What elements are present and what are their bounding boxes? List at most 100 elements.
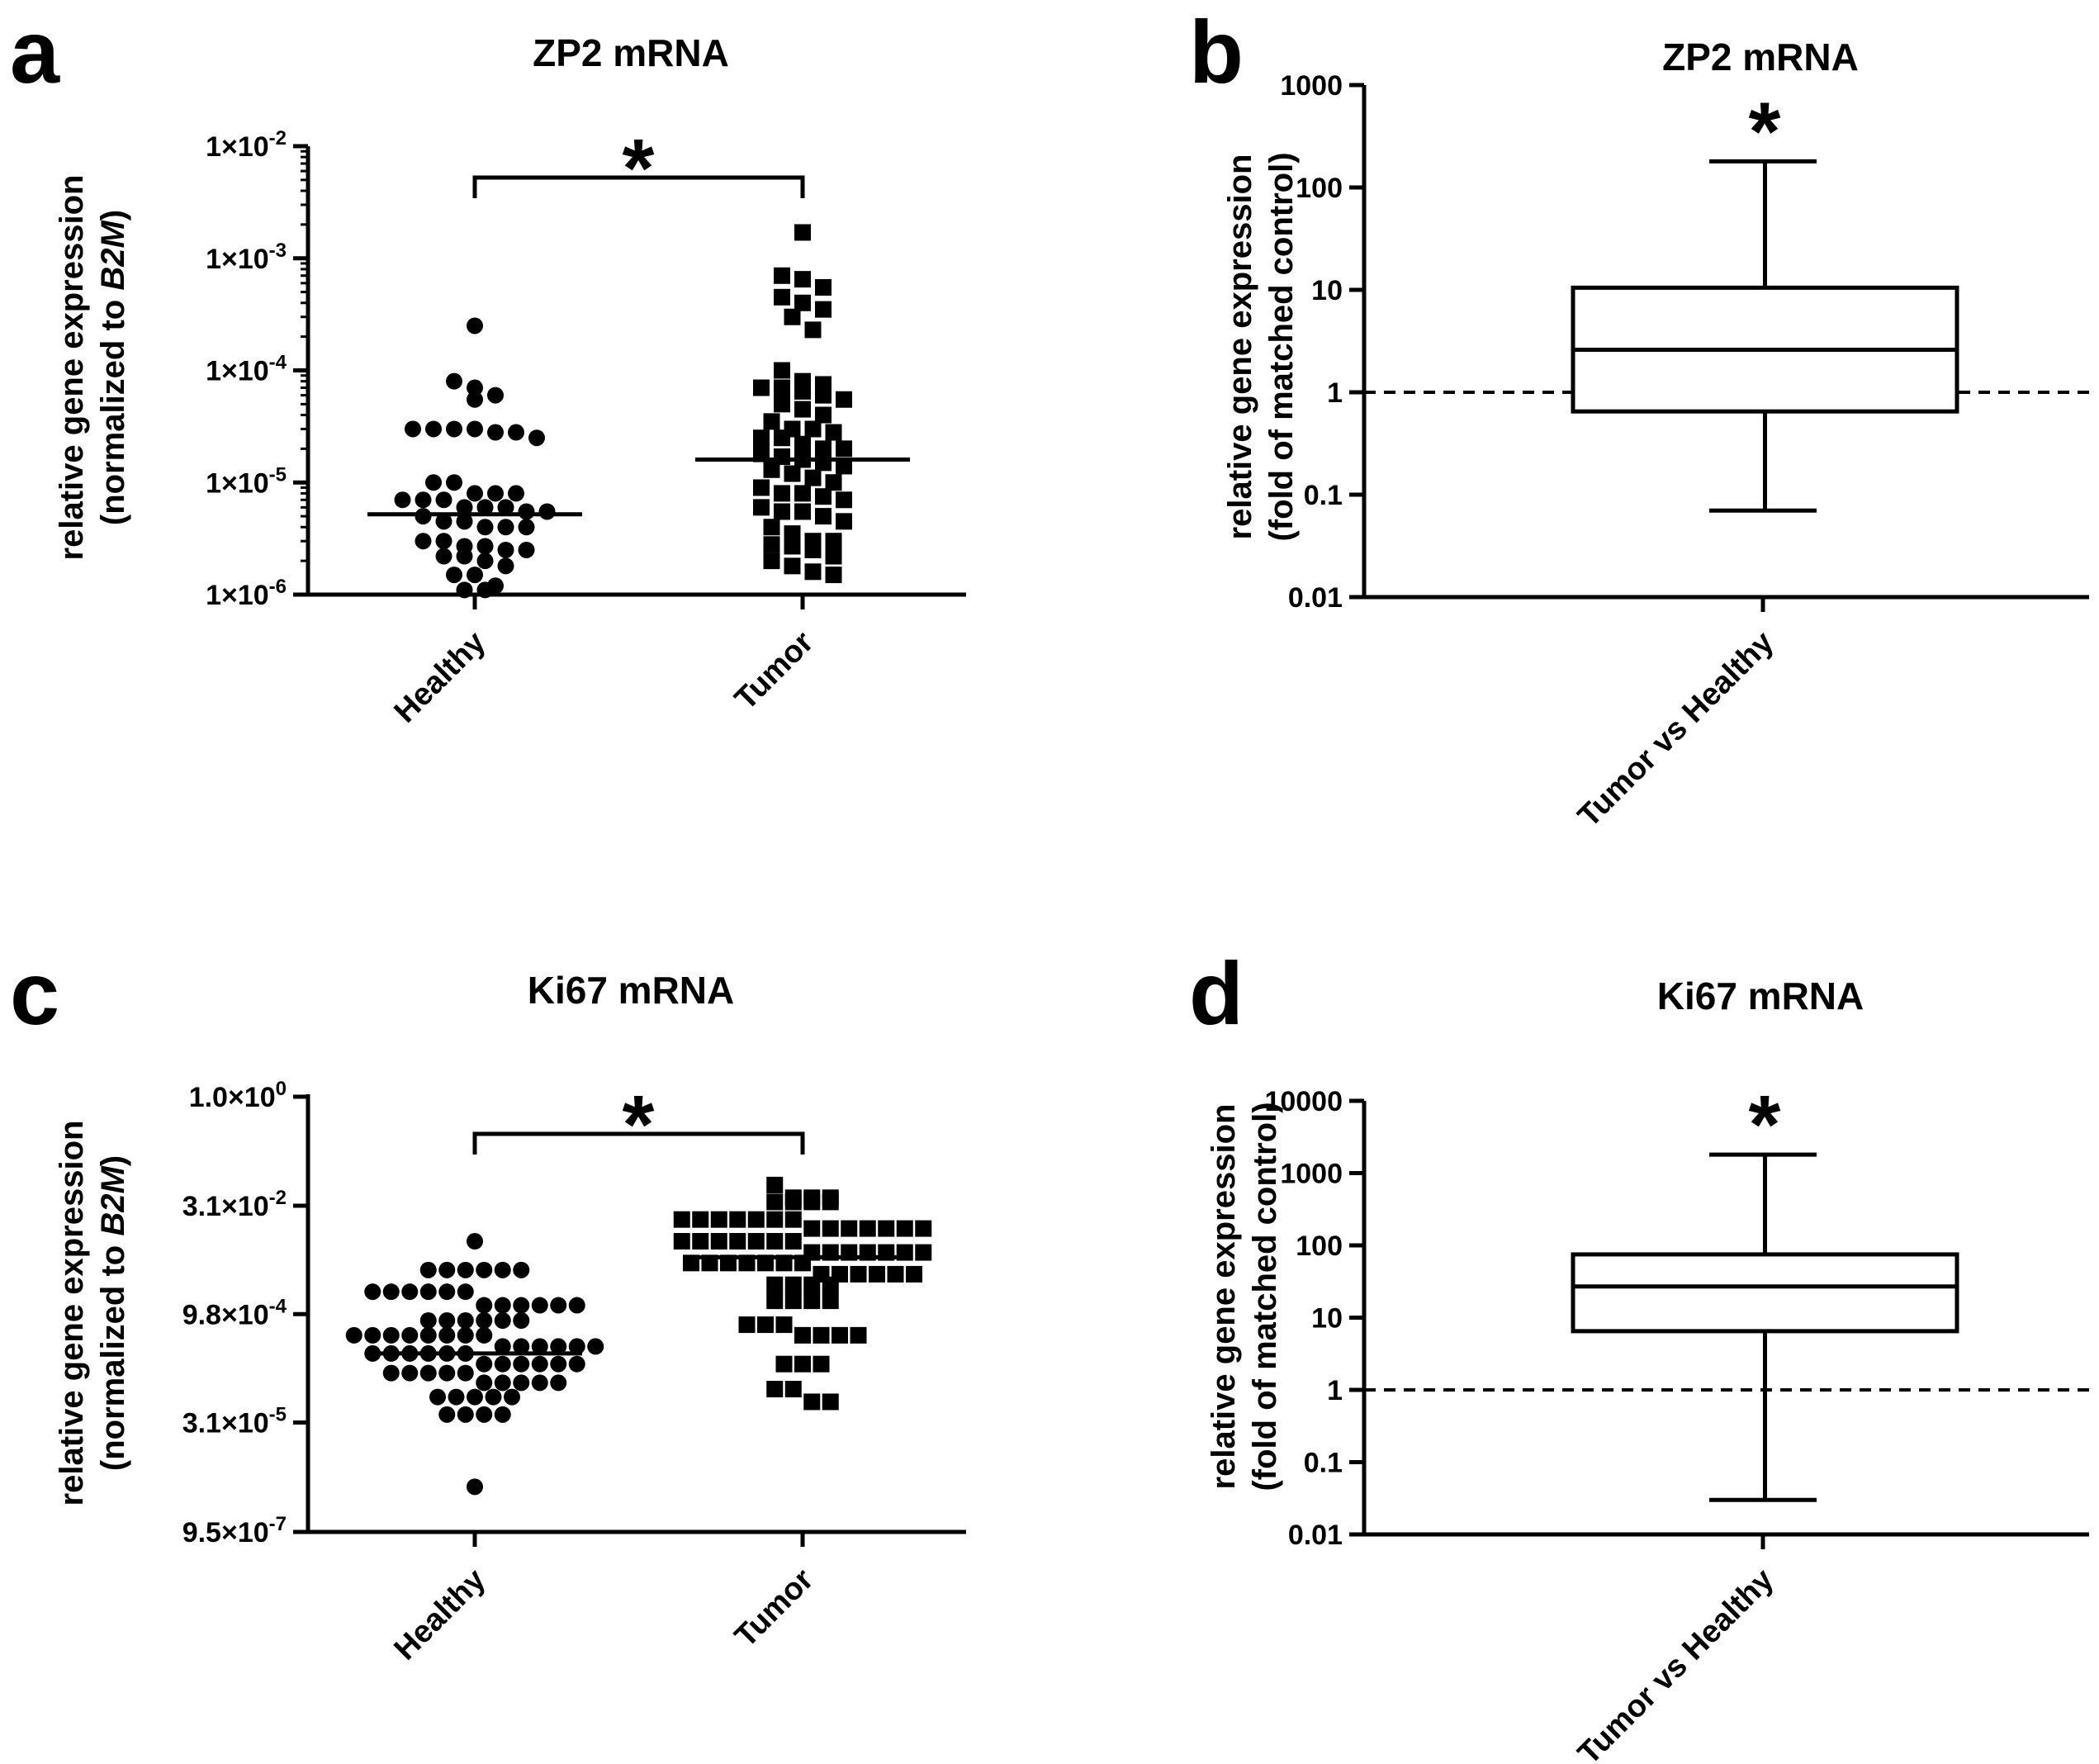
panel-c-significance-star: * [623, 1079, 655, 1171]
healthy-point [487, 386, 504, 404]
healthy-point [550, 1355, 567, 1373]
tumor-point [815, 301, 832, 318]
tumor-point [815, 508, 832, 525]
panel-d-y-ticks: 10000 1000 100 10 1 0.1 0.01 [1264, 1086, 1364, 1551]
panel-b-significance-star: * [1749, 85, 1781, 178]
tumor-point [804, 420, 822, 438]
healthy-point [438, 1283, 456, 1301]
tumor-point [794, 1355, 811, 1373]
healthy-point [528, 429, 545, 447]
healthy-point [435, 491, 452, 509]
healthy-point [497, 519, 514, 536]
healthy-point [467, 567, 483, 584]
tumor-point [859, 1220, 876, 1237]
y-tick-label: 1000 [1280, 1159, 1343, 1190]
healthy-point [550, 1297, 567, 1314]
healthy-point [508, 485, 524, 502]
tumor-point [836, 491, 852, 509]
tumor-point [836, 458, 852, 475]
tumor-point [804, 541, 822, 558]
tumor-point [784, 525, 801, 543]
healthy-point [508, 424, 524, 441]
healthy-point [467, 391, 483, 408]
healthy-point [550, 1374, 567, 1392]
panel-a-x-label-healthy: Healthy [388, 625, 493, 730]
y-tick-label: 100 [1296, 1231, 1343, 1262]
tumor-point [815, 406, 832, 424]
panel-d-letter: d [1189, 943, 1244, 1043]
panel-b-letter: b [1189, 2, 1244, 102]
tumor-point [794, 485, 811, 502]
tumor-point [822, 1393, 839, 1411]
healthy-point [419, 1261, 437, 1278]
healthy-point [518, 541, 535, 558]
y-tick-label: 1×10-4 [206, 352, 287, 387]
tumor-point [794, 503, 811, 520]
tumor-point [774, 429, 790, 447]
panel-a-y-axis-label: relative gene expression (normalized to … [54, 175, 131, 561]
tumor-point [763, 461, 780, 478]
tumor-point [794, 271, 811, 288]
tumor-point [825, 548, 842, 565]
panel-b: b ZP2 mRNA relative gene expression (fol… [1189, 2, 2089, 834]
healthy-point [476, 519, 494, 536]
healthy-point [513, 1297, 530, 1314]
healthy-point [467, 1478, 483, 1496]
healthy-point [457, 1312, 474, 1330]
healthy-point [487, 424, 504, 441]
healthy-point [438, 1312, 456, 1330]
panel-c-significance-bracket [472, 1131, 805, 1155]
tumor-point [784, 308, 801, 325]
tumor-point [774, 267, 790, 284]
healthy-point [467, 1233, 483, 1250]
y-tick-label: 10 [1311, 275, 1343, 306]
healthy-point [364, 1283, 381, 1301]
tumor-point [766, 1193, 784, 1211]
tumor-point [753, 479, 770, 496]
y-tick-label: 3.1×10-2 [182, 1187, 287, 1222]
healthy-point [456, 548, 473, 565]
healthy-point [446, 420, 462, 438]
tumor-point [738, 1316, 756, 1334]
tumor-point [763, 536, 780, 553]
tumor-point [766, 1233, 784, 1250]
healthy-point [513, 1261, 530, 1278]
tumor-point [822, 1292, 839, 1310]
panel-d-x-label: Tumor vs Healthy [1571, 1562, 1780, 1764]
tumor-point [794, 224, 811, 241]
healthy-point [446, 372, 462, 390]
healthy-point [476, 552, 494, 570]
panel-c: c Ki67 mRNA relative gene expression (no… [10, 943, 966, 1667]
panel-a-letter: a [10, 2, 60, 102]
panel-a-y-ticks: 1×10-2 1×10-3 1×10-4 1×10-5 1×10-6 [206, 127, 308, 611]
healthy-point [401, 1364, 419, 1382]
panel-c-ylabel-line1: relative gene expression [54, 1121, 90, 1506]
tumor-point [774, 396, 790, 413]
panel-c-y-axis-label: relative gene expression (normalized to … [54, 1121, 131, 1506]
healthy-point [446, 474, 462, 491]
tumor-point [836, 513, 852, 530]
y-tick-label: 1 [1327, 377, 1343, 409]
tumor-point [815, 488, 832, 505]
tumor-point [763, 413, 780, 430]
healthy-point [435, 533, 452, 550]
tumor-point [850, 1326, 867, 1344]
y-tick-label: 1000 [1280, 70, 1343, 102]
healthy-point [438, 1326, 456, 1344]
tumor-point [822, 1276, 839, 1293]
tumor-point [825, 474, 842, 491]
tumor-point [766, 1211, 784, 1228]
healthy-point [476, 1326, 493, 1344]
healthy-point [467, 1388, 483, 1406]
healthy-point [513, 1338, 530, 1355]
healthy-point [497, 541, 514, 558]
healthy-point [504, 1388, 520, 1406]
tumor-point [804, 563, 822, 581]
tumor-point [825, 533, 842, 550]
tumor-point [774, 503, 790, 520]
panel-a-minor-ticks [301, 149, 308, 562]
healthy-point [485, 1388, 502, 1406]
y-tick-label: 0.01 [1288, 1520, 1343, 1551]
healthy-point [401, 1283, 419, 1301]
tumor-point [673, 1233, 690, 1250]
